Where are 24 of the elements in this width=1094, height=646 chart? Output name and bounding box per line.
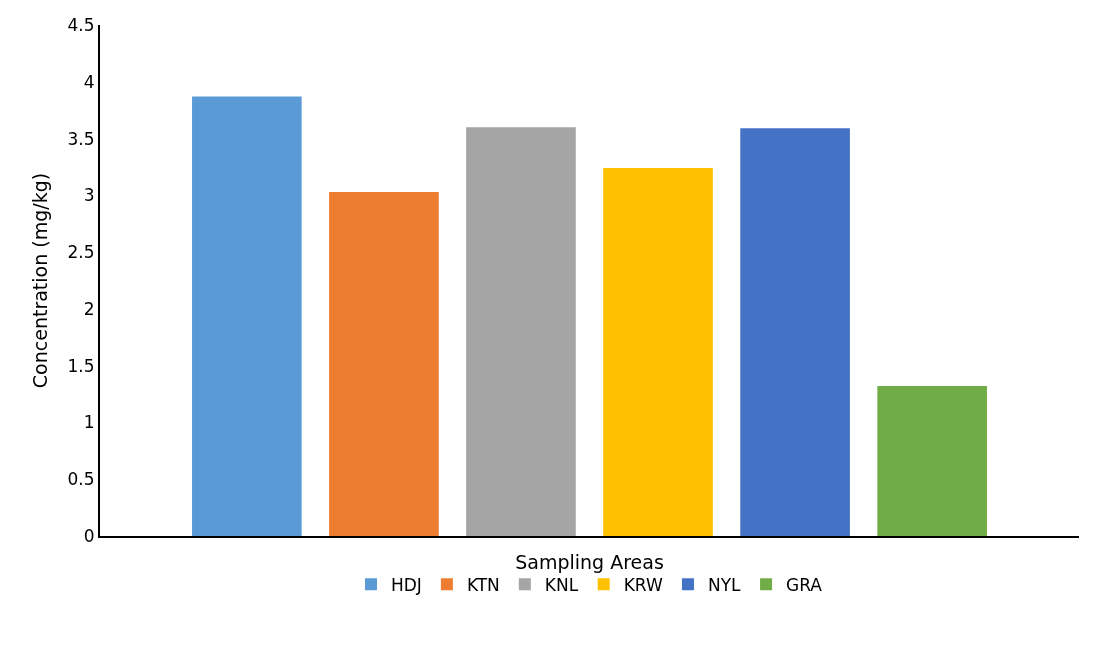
- y-tick-label: 4: [83, 71, 95, 92]
- legend-label: KTN: [466, 574, 500, 595]
- bar: [877, 386, 987, 536]
- bar: [466, 127, 576, 536]
- y-tick-label: 0: [83, 525, 95, 546]
- legend-label: NYL: [707, 574, 742, 595]
- y-tick-label: 0.5: [67, 469, 95, 490]
- bar: [603, 168, 713, 536]
- bar: [740, 128, 850, 536]
- legend-label: KRW: [623, 574, 663, 595]
- y-tick-label: 3.5: [67, 128, 95, 149]
- y-axis-title: Concentration (mg/kg): [28, 172, 51, 389]
- legend-label: GRA: [786, 574, 823, 595]
- bar: [192, 96, 302, 536]
- y-tick-label: 4.5: [67, 14, 95, 35]
- y-tick-label: 2.5: [67, 242, 95, 263]
- y-tick-label: 2: [83, 298, 95, 319]
- y-tick-label: 1.5: [67, 355, 95, 376]
- legend-label: HDJ: [391, 574, 422, 595]
- bar: [329, 191, 439, 536]
- y-tick-label: 1: [83, 412, 95, 433]
- x-axis-title: Sampling Areas: [515, 550, 664, 573]
- y-tick-label: 3: [83, 185, 95, 206]
- legend-label: KNL: [544, 574, 579, 595]
